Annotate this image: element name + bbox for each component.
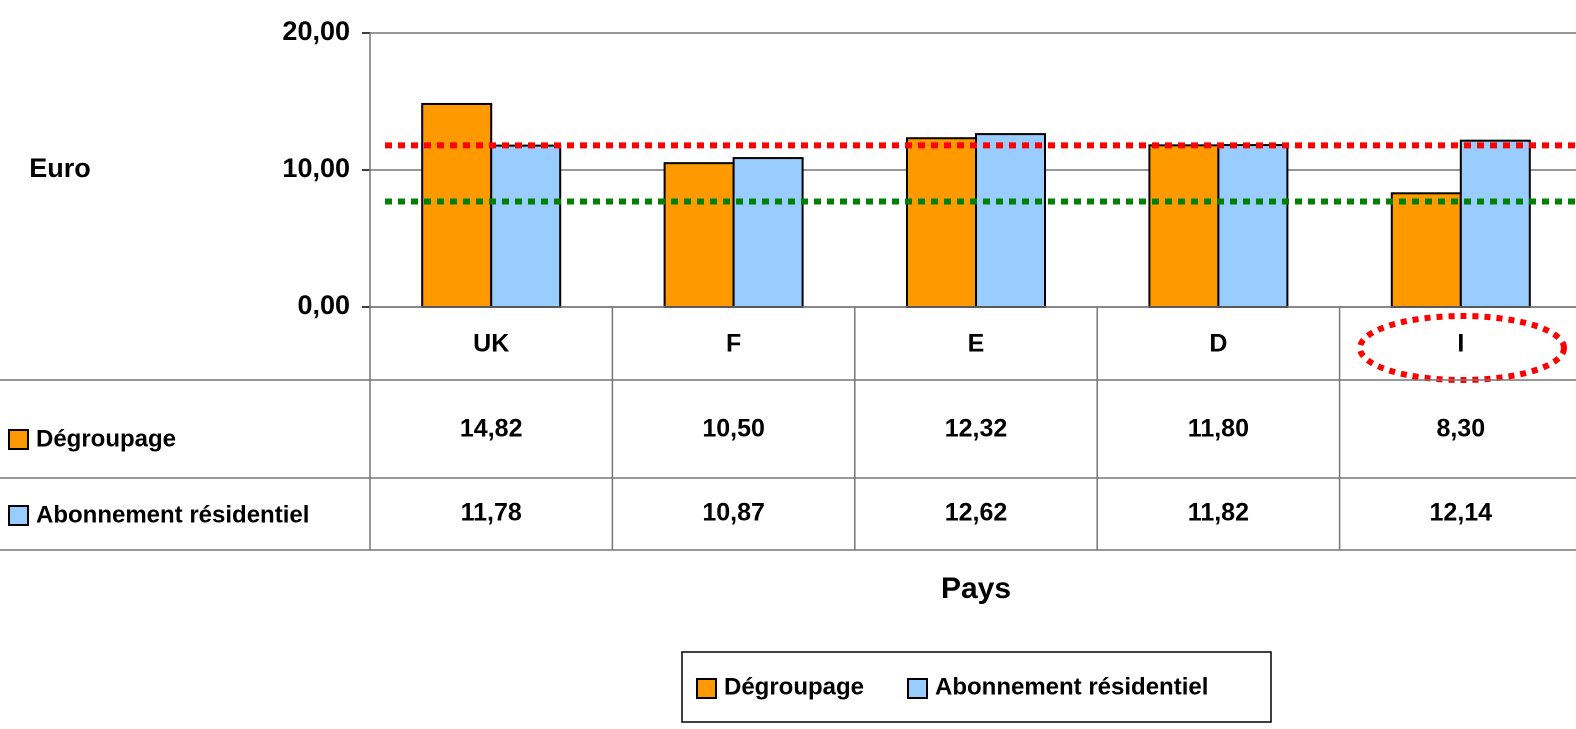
bar (663, 162, 735, 308)
value-label: 12,62 (945, 499, 1008, 527)
bar (975, 133, 1046, 308)
table-row-header: Dégroupage (36, 425, 176, 452)
y-tick-label: 20,00 (282, 16, 350, 46)
value-label: 10,87 (702, 499, 765, 527)
bar (1148, 144, 1220, 308)
x-tick-label: D (1209, 330, 1227, 358)
table-row-header: Abonnement résidentiel (36, 501, 309, 528)
value-label: 12,32 (945, 415, 1008, 443)
bar (1217, 144, 1289, 308)
bar (906, 137, 977, 308)
legend-box (681, 651, 1272, 723)
y-tick-label: 10,00 (282, 153, 350, 183)
value-label: 14,82 (460, 415, 523, 443)
bar (421, 102, 493, 308)
bar (490, 144, 562, 308)
x-tick-label: E (968, 330, 985, 358)
table-swatch (8, 429, 29, 450)
legend-label: Abonnement résidentiel (935, 673, 1208, 700)
x-tick-label: I (1457, 330, 1464, 358)
y-axis-label: Euro (29, 153, 91, 183)
value-label: 12,14 (1430, 499, 1493, 527)
bar (1459, 139, 1531, 308)
value-label: 11,80 (1188, 415, 1249, 443)
legend-swatch (907, 678, 928, 699)
bar (732, 157, 804, 308)
y-tick-label: 0,00 (297, 290, 350, 320)
value-label: 10,50 (702, 415, 765, 443)
legend-swatch (696, 678, 717, 699)
x-tick-label: UK (473, 330, 509, 358)
value-label: 11,78 (461, 499, 522, 527)
legend-label: Dégroupage (724, 673, 864, 700)
x-axis-label: Pays (941, 572, 1011, 605)
value-label: 8,30 (1436, 415, 1485, 443)
x-tick-label: F (726, 330, 741, 358)
bar (1390, 192, 1462, 308)
table-swatch (8, 505, 29, 526)
value-label: 11,82 (1188, 499, 1249, 527)
